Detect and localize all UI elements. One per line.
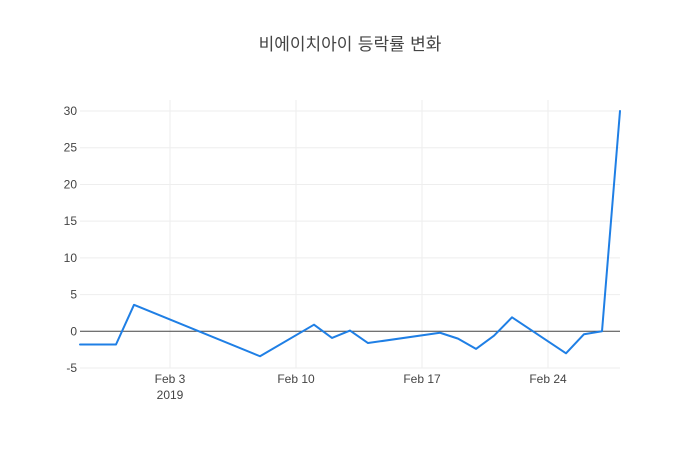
y-tick-label: 0 <box>70 324 77 338</box>
y-tick-label: 25 <box>64 141 78 155</box>
x-tick-label: Feb 24 <box>529 372 567 386</box>
series-layer <box>79 110 621 358</box>
x-tick-label: Feb 3 <box>155 372 186 386</box>
x-tick-label: Feb 17 <box>403 372 441 386</box>
x-tick-label: Feb 10 <box>277 372 315 386</box>
y-axis: -5 0 5 10 15 20 25 30 <box>64 104 78 375</box>
grid-layer <box>80 100 620 369</box>
x-axis: Feb 3 2019 Feb 10 Feb 17 Feb 24 <box>155 372 567 402</box>
y-tick-label: 10 <box>64 251 78 265</box>
y-tick-label: 30 <box>64 104 78 118</box>
y-tick-label: 5 <box>70 288 77 302</box>
y-tick-label: 15 <box>64 214 78 228</box>
y-tick-label: -5 <box>66 361 77 375</box>
series-line <box>79 110 621 358</box>
y-tick-label: 20 <box>64 177 78 191</box>
x-tick-sublabel: 2019 <box>157 388 184 402</box>
chart-title: 비에이치아이 등락률 변화 <box>259 35 442 55</box>
